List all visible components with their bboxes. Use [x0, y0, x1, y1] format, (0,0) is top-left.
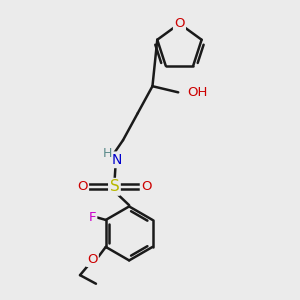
Text: F: F	[88, 211, 96, 224]
Text: S: S	[110, 179, 119, 194]
Text: O: O	[77, 180, 88, 193]
Text: O: O	[174, 17, 185, 30]
Text: O: O	[87, 253, 98, 266]
Text: H: H	[102, 147, 112, 160]
Text: OH: OH	[187, 86, 207, 99]
Text: N: N	[112, 153, 122, 167]
Text: O: O	[141, 180, 152, 193]
